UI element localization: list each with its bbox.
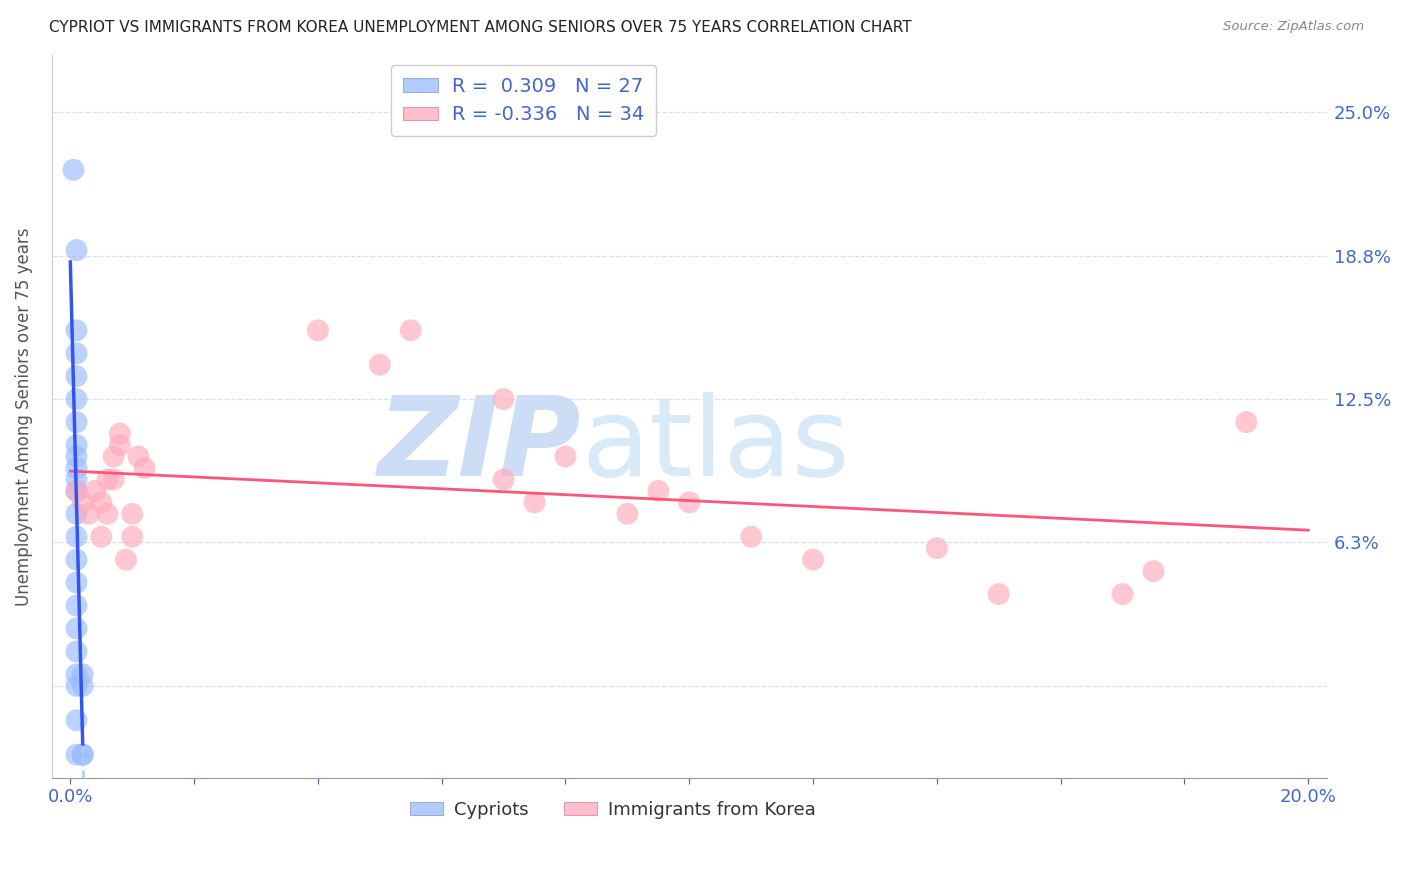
Text: ZIP: ZIP: [377, 392, 581, 499]
Point: [65, 450, 87, 464]
Point: [65, 472, 87, 486]
Point: [678, 495, 700, 509]
Point: [96, 472, 118, 486]
Point: [65, 713, 87, 727]
Point: [368, 358, 391, 372]
Point: [84, 483, 107, 498]
Point: [65, 323, 87, 337]
Point: [492, 472, 515, 486]
Point: [108, 438, 131, 452]
Point: [121, 530, 143, 544]
Point: [65, 530, 87, 544]
Point: [1111, 587, 1133, 601]
Point: [65, 392, 87, 406]
Point: [65, 552, 87, 566]
Legend: Cypriots, Immigrants from Korea: Cypriots, Immigrants from Korea: [404, 794, 823, 826]
Point: [523, 495, 546, 509]
Point: [65, 461, 87, 475]
Point: [65, 369, 87, 384]
Point: [616, 507, 638, 521]
Point: [1234, 415, 1257, 429]
Point: [77, 507, 100, 521]
Point: [987, 587, 1010, 601]
Point: [65, 483, 87, 498]
Point: [90, 495, 112, 509]
Point: [121, 507, 143, 521]
Point: [72, 679, 94, 693]
Point: [108, 426, 131, 441]
Point: [72, 747, 94, 762]
Point: [492, 392, 515, 406]
Point: [65, 415, 87, 429]
Point: [740, 530, 762, 544]
Text: atlas: atlas: [581, 392, 849, 499]
Point: [65, 622, 87, 636]
Point: [72, 747, 94, 762]
Text: CYPRIOT VS IMMIGRANTS FROM KOREA UNEMPLOYMENT AMONG SENIORS OVER 75 YEARS CORREL: CYPRIOT VS IMMIGRANTS FROM KOREA UNEMPLO…: [49, 20, 912, 35]
Point: [115, 552, 138, 566]
Y-axis label: Unemployment Among Seniors over 75 years: Unemployment Among Seniors over 75 years: [15, 227, 32, 606]
Point: [65, 599, 87, 613]
Point: [925, 541, 948, 556]
Point: [134, 461, 156, 475]
Point: [72, 667, 94, 681]
Point: [647, 483, 669, 498]
Point: [65, 438, 87, 452]
Point: [65, 483, 87, 498]
Point: [65, 679, 87, 693]
Point: [399, 323, 422, 337]
Point: [1142, 564, 1164, 578]
Point: [65, 507, 87, 521]
Point: [96, 507, 118, 521]
Point: [65, 243, 87, 257]
Text: Source: ZipAtlas.com: Source: ZipAtlas.com: [1223, 20, 1364, 33]
Point: [554, 450, 576, 464]
Point: [65, 747, 87, 762]
Point: [72, 495, 94, 509]
Point: [307, 323, 329, 337]
Point: [65, 644, 87, 658]
Point: [65, 346, 87, 360]
Point: [103, 450, 125, 464]
Point: [90, 530, 112, 544]
Point: [127, 450, 149, 464]
Point: [103, 472, 125, 486]
Point: [65, 575, 87, 590]
Point: [65, 667, 87, 681]
Point: [62, 162, 84, 177]
Point: [801, 552, 824, 566]
